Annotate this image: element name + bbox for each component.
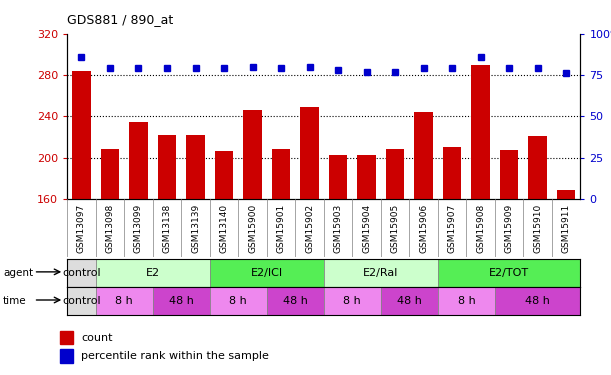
Text: GDS881 / 890_at: GDS881 / 890_at bbox=[67, 13, 174, 26]
Bar bbox=[60, 331, 73, 344]
Text: 8 h: 8 h bbox=[229, 296, 247, 306]
Text: E2/ICI: E2/ICI bbox=[251, 268, 283, 278]
Bar bbox=[381, 287, 438, 315]
Bar bbox=[329, 155, 347, 199]
Bar bbox=[414, 112, 433, 199]
Bar bbox=[158, 135, 176, 199]
Bar bbox=[438, 259, 580, 287]
Text: GSM15909: GSM15909 bbox=[505, 203, 514, 253]
Text: GSM15904: GSM15904 bbox=[362, 203, 371, 252]
Bar bbox=[267, 287, 324, 315]
Bar bbox=[96, 287, 153, 315]
Bar bbox=[324, 259, 438, 287]
Text: 48 h: 48 h bbox=[169, 296, 194, 306]
Bar bbox=[500, 150, 518, 199]
Bar bbox=[300, 107, 319, 199]
Bar bbox=[214, 151, 233, 199]
Bar bbox=[495, 287, 580, 315]
Text: 48 h: 48 h bbox=[525, 296, 550, 306]
Text: GSM13098: GSM13098 bbox=[106, 203, 114, 253]
Text: E2: E2 bbox=[145, 268, 160, 278]
Text: GSM15905: GSM15905 bbox=[390, 203, 400, 253]
Text: GSM15906: GSM15906 bbox=[419, 203, 428, 253]
Bar bbox=[153, 287, 210, 315]
Text: GSM15907: GSM15907 bbox=[448, 203, 456, 253]
Text: 8 h: 8 h bbox=[343, 296, 361, 306]
Bar bbox=[101, 149, 119, 199]
Text: GSM15903: GSM15903 bbox=[334, 203, 343, 253]
Text: count: count bbox=[81, 333, 113, 343]
Text: GSM15902: GSM15902 bbox=[305, 203, 314, 252]
Bar bbox=[67, 259, 96, 287]
Bar bbox=[96, 259, 210, 287]
Bar bbox=[130, 122, 148, 199]
Bar bbox=[529, 136, 547, 199]
Bar bbox=[186, 135, 205, 199]
Text: GSM13097: GSM13097 bbox=[77, 203, 86, 253]
Text: time: time bbox=[3, 296, 27, 306]
Text: E2/Ral: E2/Ral bbox=[363, 268, 398, 278]
Bar bbox=[324, 287, 381, 315]
Bar bbox=[72, 71, 90, 199]
Bar bbox=[243, 110, 262, 199]
Text: GSM15908: GSM15908 bbox=[476, 203, 485, 253]
Text: GSM15901: GSM15901 bbox=[277, 203, 285, 253]
Text: 8 h: 8 h bbox=[115, 296, 133, 306]
Bar bbox=[210, 259, 324, 287]
Text: agent: agent bbox=[3, 268, 33, 278]
Bar bbox=[357, 155, 376, 199]
Text: GSM13140: GSM13140 bbox=[219, 203, 229, 252]
Text: GSM13138: GSM13138 bbox=[163, 203, 172, 253]
Text: GSM15900: GSM15900 bbox=[248, 203, 257, 253]
Bar bbox=[60, 350, 73, 363]
Bar bbox=[557, 190, 576, 199]
Text: 48 h: 48 h bbox=[283, 296, 308, 306]
Text: GSM15911: GSM15911 bbox=[562, 203, 571, 253]
Text: control: control bbox=[62, 296, 101, 306]
Bar bbox=[443, 147, 461, 199]
Text: 8 h: 8 h bbox=[458, 296, 475, 306]
Bar bbox=[272, 149, 290, 199]
Bar bbox=[210, 287, 267, 315]
Text: GSM13099: GSM13099 bbox=[134, 203, 143, 253]
Text: 48 h: 48 h bbox=[397, 296, 422, 306]
Bar bbox=[386, 149, 404, 199]
Text: GSM13139: GSM13139 bbox=[191, 203, 200, 253]
Text: GSM15910: GSM15910 bbox=[533, 203, 542, 253]
Bar bbox=[471, 64, 490, 199]
Bar bbox=[438, 287, 495, 315]
Bar bbox=[67, 287, 96, 315]
Text: control: control bbox=[62, 268, 101, 278]
Text: E2/TOT: E2/TOT bbox=[489, 268, 529, 278]
Text: percentile rank within the sample: percentile rank within the sample bbox=[81, 351, 269, 361]
